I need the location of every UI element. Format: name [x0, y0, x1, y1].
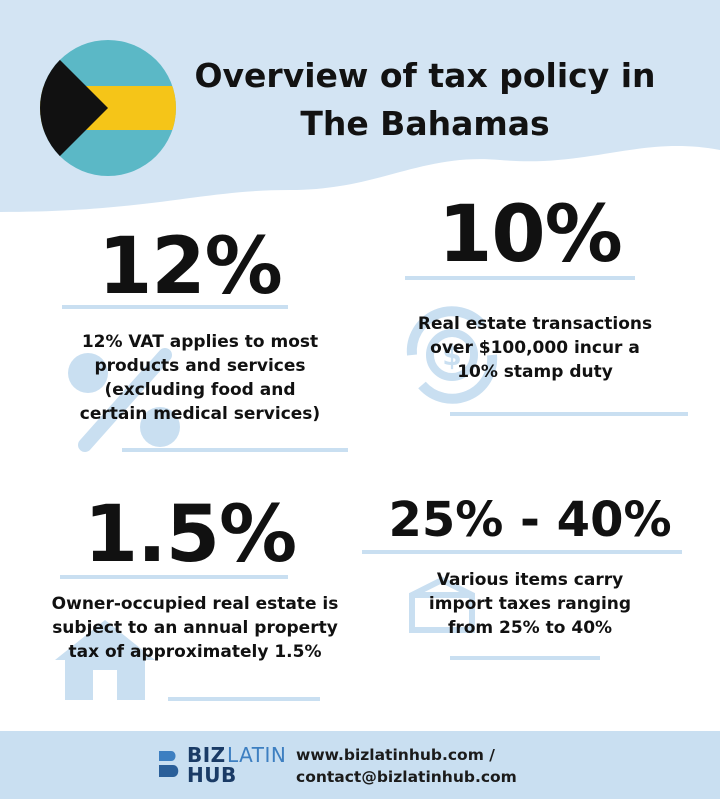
logo-biz: BIZ [187, 743, 226, 767]
page-title: Overview of tax policy in The Bahamas [190, 52, 660, 148]
divider-rule [60, 575, 288, 579]
stat-description-line: Owner-occupied real estate is [51, 594, 339, 614]
logo-hub: HUB [187, 763, 237, 787]
divider-rule [450, 412, 688, 416]
stat-description-line: products and services [94, 356, 306, 376]
stat-value: 25% - 40% [388, 492, 672, 548]
stat-description-line: subject to an annual property [52, 618, 338, 638]
divider-rule [450, 656, 600, 660]
logo-mark-icon [159, 751, 179, 777]
divider-rule [62, 305, 288, 309]
bizlatinhub-logo[interactable]: BIZ LATIN HUB [155, 743, 286, 787]
stat-description-line: tax of approximately 1.5% [68, 642, 322, 662]
title-line-2: The Bahamas [300, 104, 550, 143]
stat-card-vat: 12% [40, 225, 340, 309]
stat-value: 12% [98, 222, 283, 312]
stat-description-line: certain medical services) [79, 404, 321, 424]
stat-description-line: 12% VAT applies to most [81, 332, 319, 352]
stat-description-line: import taxes ranging [428, 594, 632, 614]
divider-rule [405, 276, 635, 280]
website-link[interactable]: www.bizlatinhub.com / [296, 746, 495, 764]
stat-description-line: Real estate transactions [417, 314, 653, 334]
house-icon [55, 620, 155, 700]
contact-info: www.bizlatinhub.com / contact@bizlatinhu… [296, 744, 596, 788]
percent-icon [68, 348, 180, 452]
stat-card-property-tax: 1.5% [40, 493, 340, 577]
footer-band [0, 731, 720, 799]
title-line-1: Overview of tax policy in [194, 56, 656, 95]
stat-description: Owner-occupied real estate is subject to… [30, 592, 360, 664]
stat-value: 1.5% [83, 490, 297, 580]
stat-card-import-tax: 25% - 40% [370, 492, 690, 548]
divider-rule [122, 448, 348, 452]
stat-card-stamp-duty: 10% [380, 193, 680, 277]
stat-description: Real estate transactions over $100,000 i… [380, 312, 690, 384]
stat-description-line: 10% stamp duty [457, 362, 613, 382]
stat-description: Various items carry import taxes ranging… [380, 568, 680, 640]
package-icon [409, 576, 475, 633]
stat-description-line: Various items carry [436, 570, 624, 590]
svg-text:$: $ [442, 339, 461, 372]
stat-description-line: from 25% to 40% [447, 618, 613, 638]
divider-rule [168, 697, 320, 701]
logo-latin: LATIN [227, 743, 287, 767]
stat-description-line: over $100,000 incur a [430, 338, 640, 358]
header-background-wave [0, 0, 720, 212]
dollar-cycle-icon: $ [406, 306, 498, 404]
stat-description: 12% VAT applies to most products and ser… [40, 330, 360, 426]
email-link[interactable]: contact@bizlatinhub.com [296, 768, 517, 786]
bahamas-flag-icon [40, 40, 176, 176]
stat-value: 10% [438, 190, 623, 280]
stat-description-line: (excluding food and [104, 380, 296, 400]
divider-rule [362, 550, 682, 554]
